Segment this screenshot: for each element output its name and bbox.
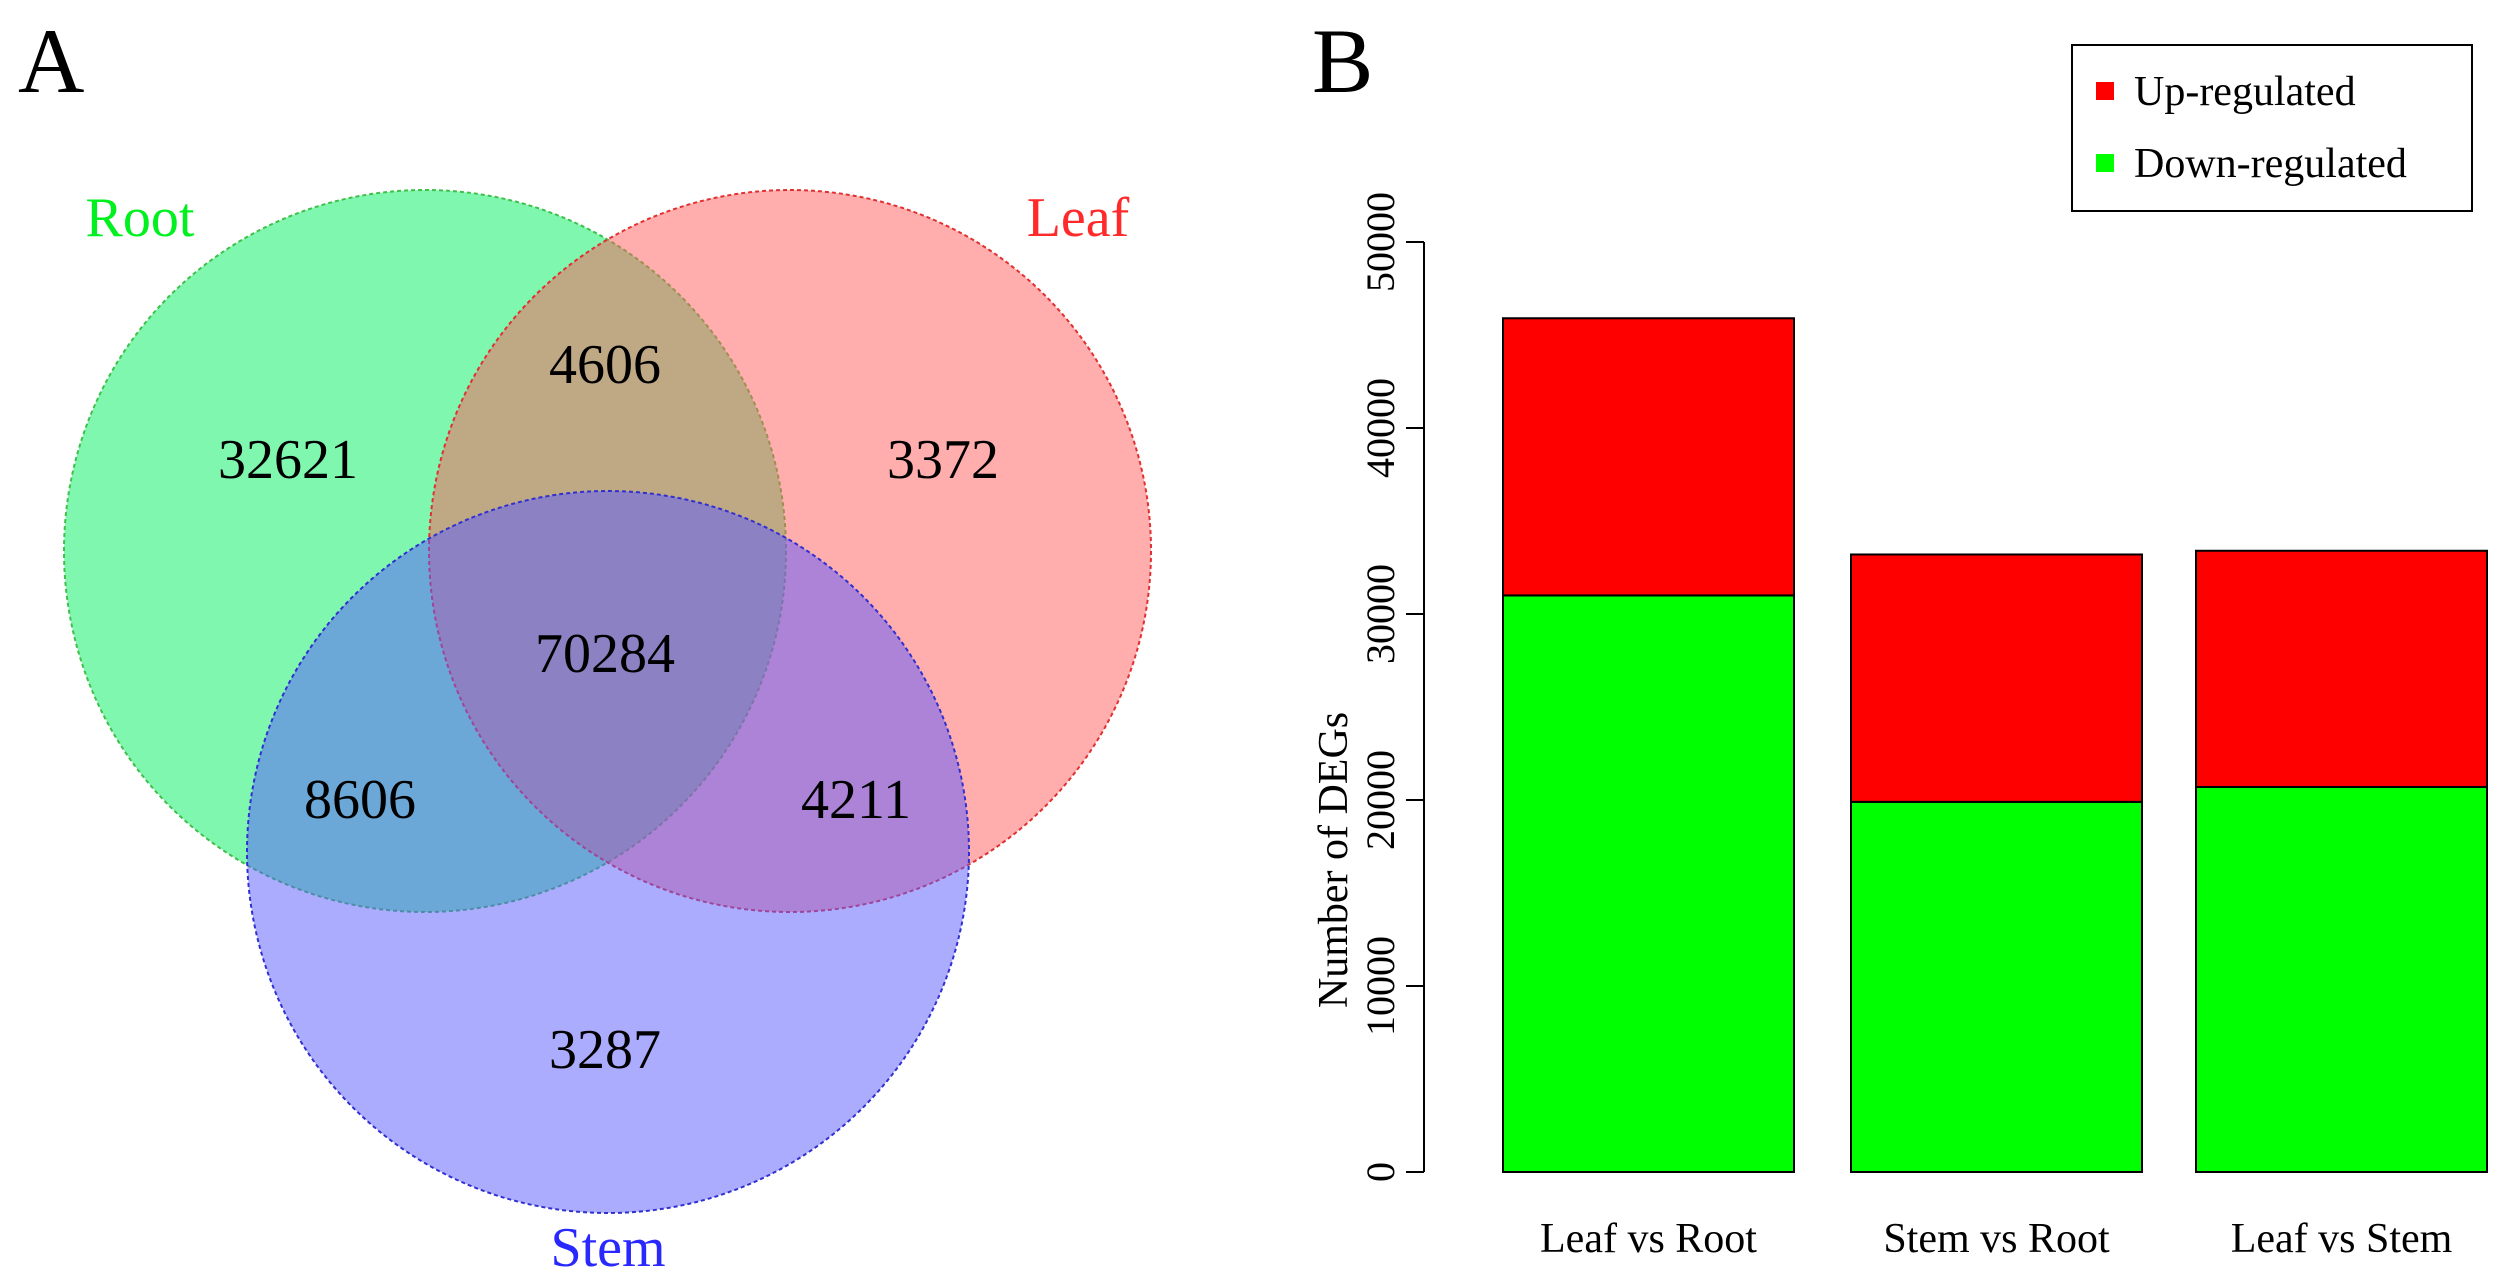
y-tick-label: 40000 <box>1358 378 1403 478</box>
venn-circle-stem <box>246 490 970 1214</box>
bar-down-2 <box>2195 785 2488 1173</box>
venn-count-stem-only: 3287 <box>549 1019 661 1081</box>
y-tick-label: 50000 <box>1358 192 1403 292</box>
y-axis: 0 10000 20000 30000 40000 50000 <box>1358 192 1425 1182</box>
venn-count-root-leaf: 4606 <box>549 334 661 396</box>
y-tick-label: 0 <box>1358 1162 1403 1182</box>
venn-count-root-only: 32621 <box>218 429 358 491</box>
panel-a-label: A <box>18 10 84 112</box>
venn-count-all-three: 70284 <box>535 623 675 685</box>
legend: Up-regulated Down-regulated <box>2071 44 2473 212</box>
venn-count-leaf-only: 3372 <box>887 429 999 491</box>
bar-up-2 <box>2195 549 2488 788</box>
bar-chart: 0 10000 20000 30000 40000 50000 Number of DEG… <box>1311 44 2488 1262</box>
legend-label-up: Up-regulated <box>2134 69 2356 115</box>
legend-label-down: Down-regulated <box>2134 141 2407 187</box>
x-tick-label: Stem vs Root <box>1883 1216 2110 1262</box>
venn-count-root-stem: 8606 <box>304 769 416 831</box>
bar-up-0 <box>1502 317 1795 597</box>
venn-set-label-root: Root <box>86 187 195 249</box>
x-tick-label: Leaf vs Root <box>1540 1216 1757 1262</box>
x-tick-label: Leaf vs Stem <box>2231 1216 2453 1262</box>
x-axis-labels: Leaf vs Root Stem vs Root Leaf vs Stem <box>1540 1216 2453 1262</box>
bar-down-0 <box>1502 594 1795 1173</box>
bars <box>1502 317 2488 1173</box>
y-tick-label: 30000 <box>1358 564 1403 664</box>
venn-set-label-leaf: Leaf <box>1027 187 1130 249</box>
legend-box <box>2071 44 2473 212</box>
panel-b-label: B <box>1312 10 1373 112</box>
y-tick-label: 10000 <box>1358 936 1403 1036</box>
bar-up-1 <box>1850 553 2143 803</box>
bar-down-1 <box>1850 800 2143 1173</box>
legend-swatch-up <box>2096 82 2114 100</box>
y-tick-label: 20000 <box>1358 750 1403 850</box>
venn-count-leaf-stem: 4211 <box>801 769 911 831</box>
legend-swatch-down <box>2096 154 2114 172</box>
venn-set-label-stem: Stem <box>550 1217 665 1279</box>
venn-diagram: Root Leaf Stem 32621 3372 3287 4606 8606… <box>63 187 1152 1279</box>
y-axis-title: Number of DEGs <box>1311 712 1357 1008</box>
